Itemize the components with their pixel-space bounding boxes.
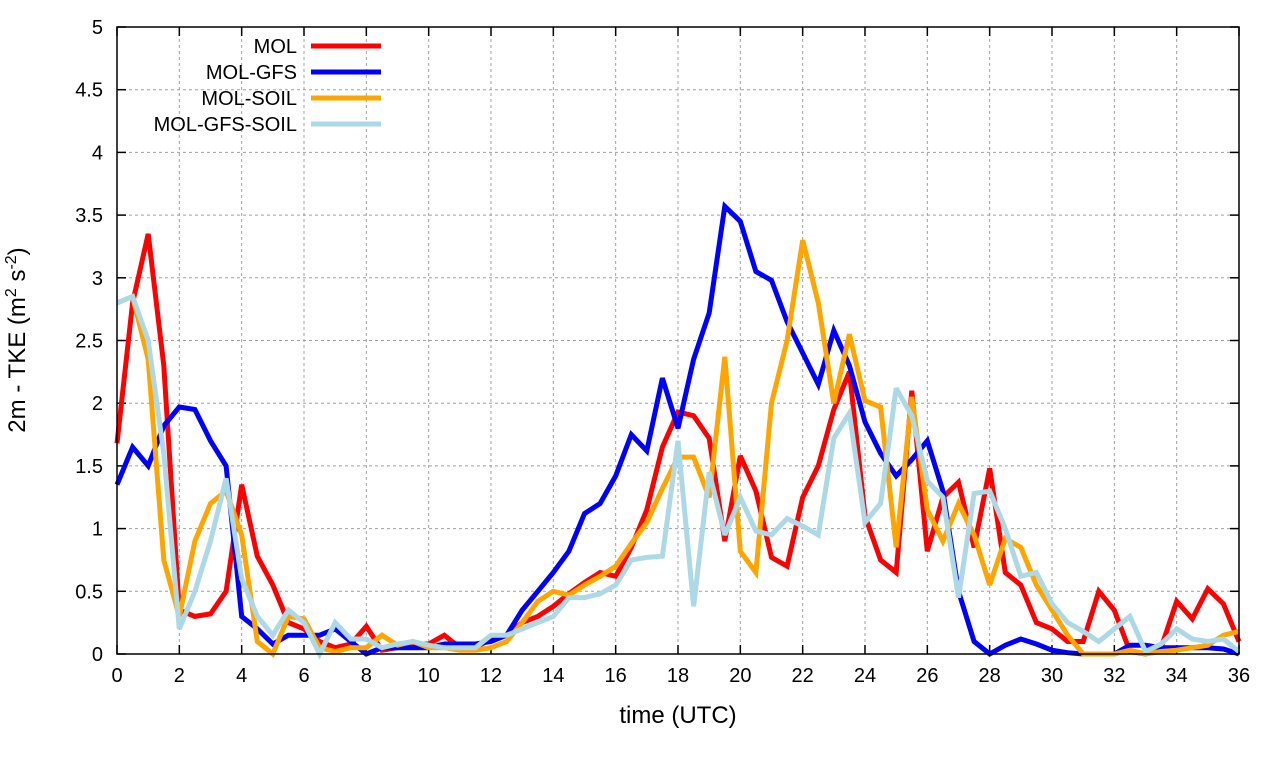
- y-tick-label: 3.5: [75, 205, 103, 227]
- x-axis-label: time (UTC): [619, 702, 736, 729]
- legend-label: MOL-SOIL: [201, 88, 297, 110]
- x-tick-label: 32: [1103, 665, 1125, 687]
- x-tick-label: 8: [361, 665, 372, 687]
- x-tick-label: 20: [729, 665, 751, 687]
- y-tick-label: 1.5: [75, 456, 103, 478]
- y-tick-label: 4: [92, 142, 103, 164]
- y-tick-label: 2.5: [75, 331, 103, 353]
- x-tick-label: 28: [979, 665, 1001, 687]
- x-tick-label: 22: [792, 665, 814, 687]
- x-tick-label: 18: [667, 665, 689, 687]
- y-tick-label: 1: [92, 519, 103, 541]
- legend-label: MOL-GFS-SOIL: [154, 114, 297, 136]
- y-axis-label: 2m - TKE (m2 s-2): [3, 247, 31, 432]
- x-tick-label: 14: [542, 665, 564, 687]
- x-tick-label: 30: [1041, 665, 1063, 687]
- x-tick-label: 0: [111, 665, 122, 687]
- plot-frame: [116, 26, 1240, 655]
- legend-label: MOL: [254, 36, 297, 58]
- x-tick-label: 12: [480, 665, 502, 687]
- legend: MOL MOL-GFS MOL-SOIL MOL-GFS-SOIL: [154, 36, 381, 136]
- series-line-mol-gfs: [114, 201, 1240, 658]
- legend-label: MOL-GFS: [206, 62, 297, 84]
- series-line-mol: [114, 233, 1242, 657]
- y-tick-label: 0.5: [75, 581, 103, 603]
- y-tick-label: 0: [92, 644, 103, 666]
- x-tick-label: 2: [174, 665, 185, 687]
- grid: [117, 27, 1239, 654]
- x-tick-label: 36: [1228, 665, 1250, 687]
- y-tick-label: 2: [92, 393, 103, 415]
- x-tick-label: 10: [418, 665, 440, 687]
- x-tick-label: 26: [916, 665, 938, 687]
- y-tick-label: 4.5: [75, 80, 103, 102]
- series-lines: [114, 201, 1242, 660]
- y-tick-label: 5: [92, 17, 103, 39]
- x-tick-label: 16: [605, 665, 627, 687]
- x-tick-label: 6: [298, 665, 309, 687]
- x-tick-label: 34: [1166, 665, 1188, 687]
- y-tick-label: 3: [92, 268, 103, 290]
- x-tick-label: 24: [854, 665, 876, 687]
- axis-ticks: 0 2 4 6 8 10 12 14 16 18 20 22 24 26 28 30 32 34 3600.511.…: [75, 17, 1250, 687]
- x-tick-label: 4: [236, 665, 247, 687]
- series-line-mol-gfs-soil: [116, 293, 1241, 660]
